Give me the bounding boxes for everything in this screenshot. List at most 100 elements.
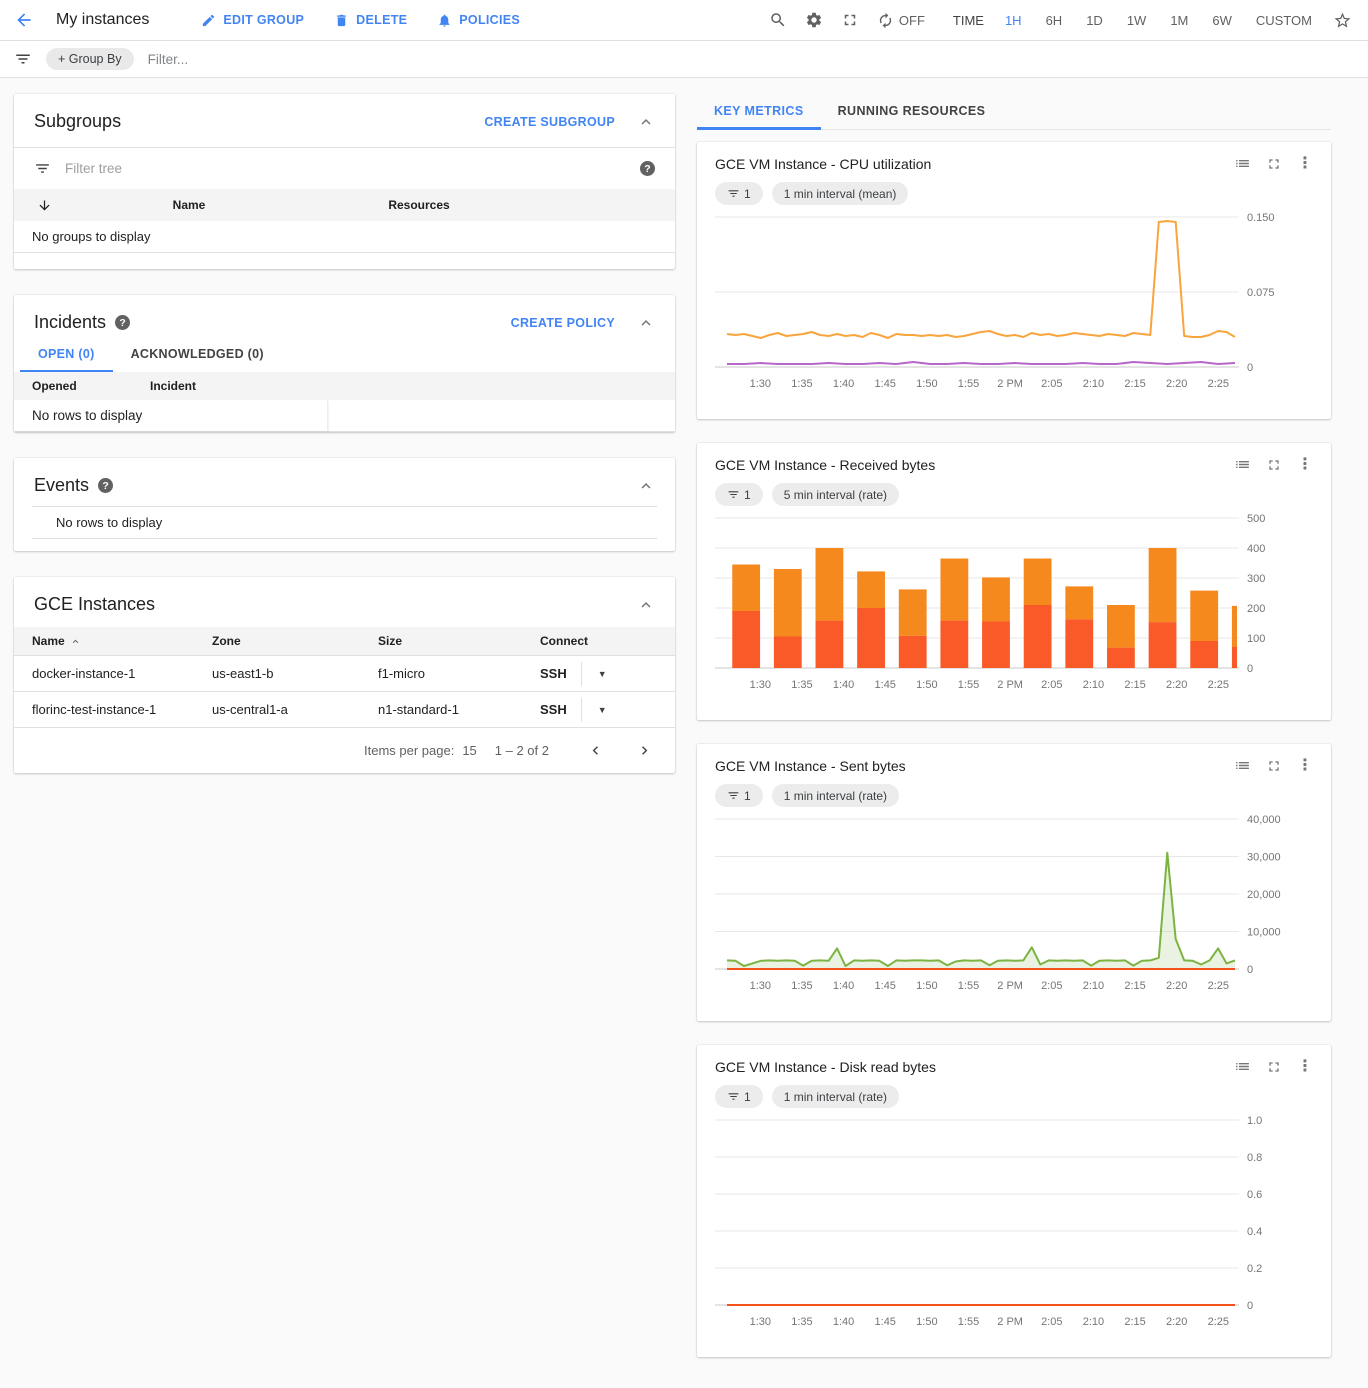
more-options-icon[interactable] [1297,457,1313,473]
incidents-col-opened[interactable]: Opened [14,379,132,393]
range-1h[interactable]: 1H [1002,11,1025,30]
create-policy-button[interactable]: CREATE POLICY [511,316,615,330]
svg-text:200: 200 [1247,603,1265,615]
chart-title: GCE VM Instance - Sent bytes [715,758,906,774]
svg-text:2:20: 2:20 [1166,378,1187,390]
tab-open-incidents[interactable]: OPEN (0) [20,337,113,372]
events-help-icon[interactable] [98,478,113,493]
svg-text:2:20: 2:20 [1166,1316,1187,1328]
more-options-icon[interactable] [1297,1059,1313,1075]
instance-zone: us-central1-a [197,702,363,717]
create-subgroup-button[interactable]: CREATE SUBGROUP [484,115,615,129]
tab-key-metrics[interactable]: KEY METRICS [697,94,821,130]
svg-text:2:15: 2:15 [1124,679,1145,691]
svg-text:1:55: 1:55 [958,378,979,390]
ssh-dropdown-caret-icon[interactable] [590,700,615,720]
next-page-icon[interactable] [624,736,665,765]
svg-text:1:40: 1:40 [833,378,854,390]
collapse-events-icon[interactable] [637,477,655,495]
tab-acknowledged-incidents[interactable]: ACKNOWLEDGED (0) [113,337,282,372]
interval-chip[interactable]: 1 min interval (rate) [772,784,899,807]
svg-text:2 PM: 2 PM [997,378,1023,390]
svg-text:2:10: 2:10 [1083,378,1104,390]
star-outline-icon[interactable] [1333,11,1352,30]
legend-icon[interactable] [1234,757,1251,774]
subgroups-col-resources[interactable]: Resources [304,198,534,212]
legend-icon[interactable] [1234,1058,1251,1075]
filter-tree-input[interactable] [65,161,617,176]
filter-count-chip[interactable]: 1 [715,182,763,205]
delete-button[interactable]: DELETE [334,13,407,28]
interval-chip[interactable]: 1 min interval (rate) [772,1085,899,1108]
svg-text:1:55: 1:55 [958,1316,979,1328]
expand-chart-icon[interactable] [1266,457,1282,473]
fullscreen-icon[interactable] [841,11,859,29]
svg-text:1:30: 1:30 [750,1316,771,1328]
gce-table-header: Name Zone Size Connect [14,627,675,655]
svg-text:1:40: 1:40 [833,980,854,992]
expand-chart-icon[interactable] [1266,1059,1282,1075]
prev-page-icon[interactable] [575,736,616,765]
instance-size: n1-standard-1 [363,702,526,717]
incidents-col-incident[interactable]: Incident [132,379,232,393]
incidents-help-icon[interactable] [115,315,130,330]
table-row: docker-instance-1 us-east1-b f1-micro SS… [14,655,675,691]
range-6h[interactable]: 6H [1043,11,1066,30]
range-custom[interactable]: CUSTOM [1253,11,1315,30]
gce-col-name[interactable]: Name [14,634,197,648]
incidents-title: Incidents [34,312,106,333]
more-options-icon[interactable] [1297,758,1313,774]
gear-icon[interactable] [805,11,823,29]
gce-col-zone[interactable]: Zone [197,634,363,648]
svg-text:400: 400 [1247,543,1265,555]
svg-text:1:50: 1:50 [916,679,937,691]
expand-chart-icon[interactable] [1266,156,1282,172]
filter-input[interactable] [148,52,1354,67]
range-1m[interactable]: 1M [1167,11,1191,30]
tab-running-resources[interactable]: RUNNING RESOURCES [821,94,1003,130]
expand-chart-icon[interactable] [1266,758,1282,774]
legend-icon[interactable] [1234,155,1251,172]
svg-text:1:35: 1:35 [791,378,812,390]
svg-text:2 PM: 2 PM [997,679,1023,691]
svg-text:2 PM: 2 PM [997,1316,1023,1328]
ssh-button[interactable]: SSH [540,666,581,681]
sort-asc-icon [70,636,81,647]
svg-text:0: 0 [1247,663,1253,675]
collapse-incidents-icon[interactable] [637,314,655,332]
svg-text:1:30: 1:30 [750,980,771,992]
collapse-gce-icon[interactable] [637,596,655,614]
policies-button[interactable]: POLICIES [437,13,520,28]
range-6w[interactable]: 6W [1209,11,1235,30]
items-per-page-value[interactable]: 15 [462,743,476,758]
svg-text:2:05: 2:05 [1041,980,1062,992]
subgroups-help-icon[interactable] [640,161,655,176]
back-arrow-icon[interactable] [14,10,34,30]
gce-col-size[interactable]: Size [363,634,526,648]
svg-text:2:05: 2:05 [1041,679,1062,691]
svg-text:1:45: 1:45 [875,378,896,390]
more-options-icon[interactable] [1297,156,1313,172]
ssh-dropdown-caret-icon[interactable] [590,664,615,684]
sort-down-icon[interactable] [14,198,74,213]
range-1w[interactable]: 1W [1124,11,1150,30]
interval-chip[interactable]: 5 min interval (rate) [772,483,899,506]
subgroups-title: Subgroups [34,111,121,132]
svg-text:0.4: 0.4 [1247,1226,1262,1238]
filter-count-chip[interactable]: 1 [715,483,763,506]
ssh-button[interactable]: SSH [540,702,581,717]
range-1d[interactable]: 1D [1083,11,1106,30]
svg-text:1:45: 1:45 [875,1316,896,1328]
svg-text:1:50: 1:50 [916,980,937,992]
group-by-chip[interactable]: + Group By [46,48,134,70]
filter-count-chip[interactable]: 1 [715,784,763,807]
legend-icon[interactable] [1234,456,1251,473]
collapse-subgroups-icon[interactable] [637,113,655,131]
filter-list-icon[interactable] [14,50,32,68]
auto-refresh-toggle[interactable]: OFF [877,12,925,29]
interval-chip[interactable]: 1 min interval (mean) [772,182,909,205]
filter-count-chip[interactable]: 1 [715,1085,763,1108]
search-icon[interactable] [769,11,787,29]
subgroups-col-name[interactable]: Name [74,198,304,212]
edit-group-button[interactable]: EDIT GROUP [201,13,304,28]
